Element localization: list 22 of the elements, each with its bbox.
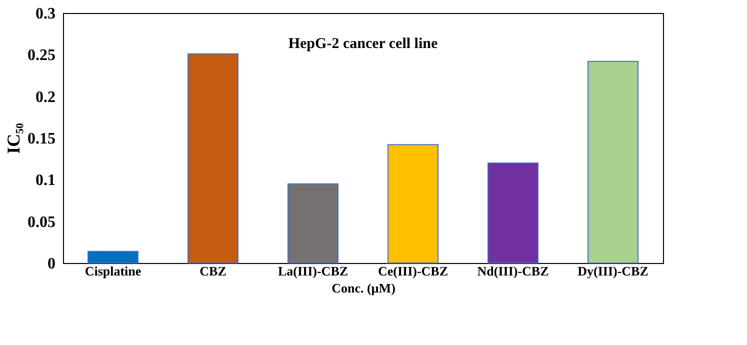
- y-tick-label: 0.05: [28, 214, 56, 231]
- x-tick-label: Dy(III)-CBZ: [578, 264, 649, 278]
- bar: [388, 144, 438, 264]
- y-axis-title: IC₅₀: [4, 123, 24, 154]
- y-tick-label: 0.1: [36, 172, 56, 190]
- y-tick-label: 0.25: [28, 47, 56, 64]
- x-tick-label: Cisplatine: [84, 264, 142, 278]
- bar: [488, 162, 538, 264]
- y-tick-label: 0.15: [28, 130, 56, 148]
- x-axis-title: Conc. (µM): [332, 280, 396, 296]
- bar: [188, 53, 238, 264]
- bar: [88, 250, 138, 264]
- y-tick-label: 0: [48, 256, 56, 272]
- text: HepG-2 cancer cell line: [288, 36, 438, 52]
- bar: [588, 60, 638, 264]
- x-tick-label: Nd(III)-CBZ: [477, 264, 550, 278]
- x-tick-label: La(III)-CBZ: [278, 264, 348, 278]
- x-tick-label: CBZ: [200, 264, 227, 278]
- bar: [288, 183, 338, 264]
- x-tick-label: Ce(III)-CBZ: [378, 264, 448, 278]
- y-tick-label: 0.3: [36, 6, 56, 22]
- y-tick-label: 0.2: [36, 88, 56, 106]
